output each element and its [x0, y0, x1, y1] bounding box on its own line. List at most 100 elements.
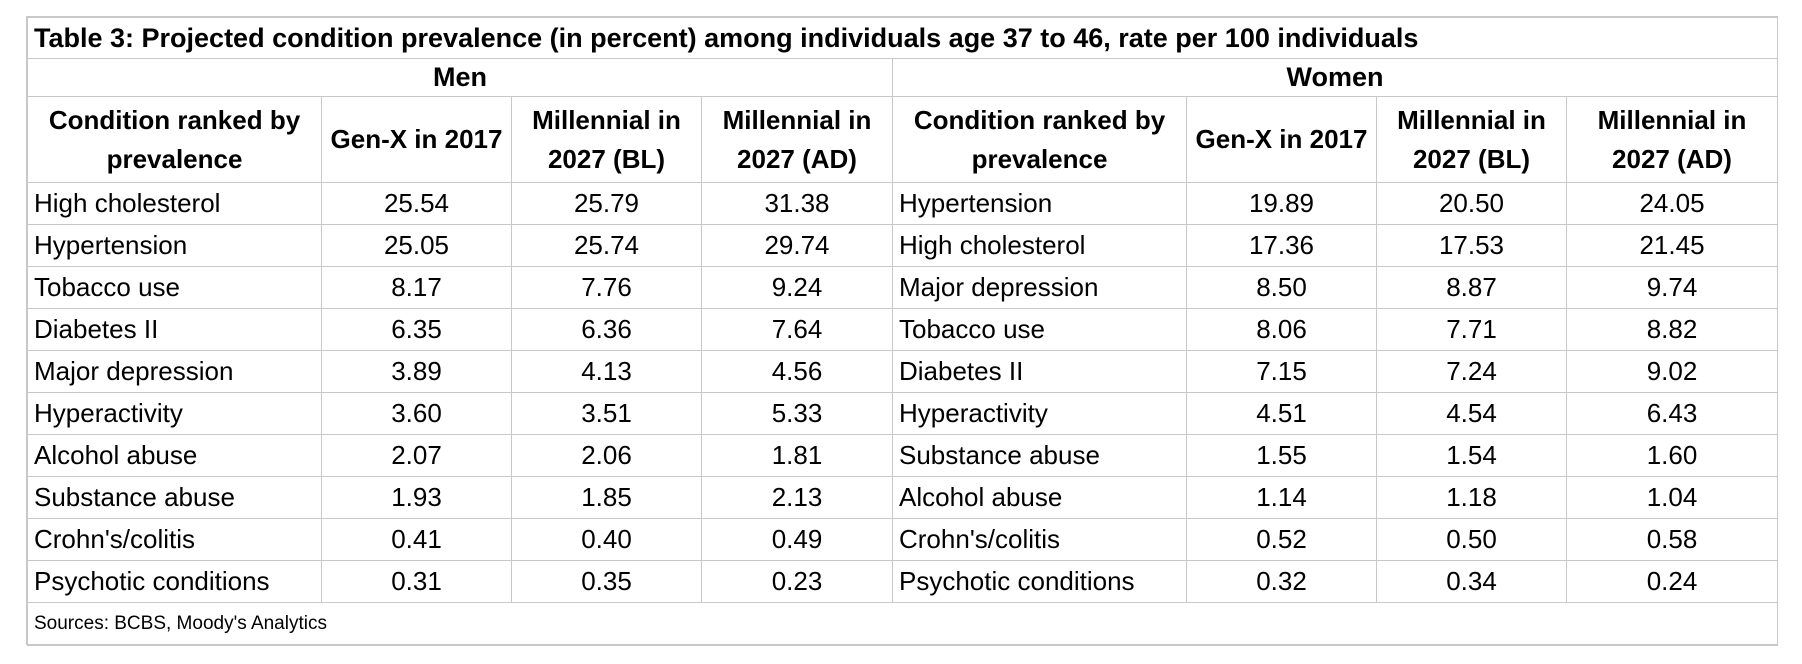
table-row: Hyperactivity 3.60 3.51 5.33 Hyperactivity 4.…: [27, 392, 1779, 435]
source-row: Sources: BCBS, Moody's Analytics: [26, 602, 1779, 646]
women-cell-millennial-bl: 20.50: [1376, 182, 1567, 225]
women-cell-genx-2017: 0.52: [1186, 518, 1377, 561]
women-cell-millennial-ad: 1.60: [1565, 434, 1779, 477]
men-cell-millennial-bl: 25.79: [511, 182, 702, 225]
women-cell-millennial-ad: 8.82: [1565, 308, 1779, 351]
men-cell-condition: High cholesterol: [27, 182, 322, 225]
women-header-genx-2017: Gen-X in 2017: [1186, 96, 1377, 183]
men-header-condition: Condition ranked by prevalence: [27, 96, 322, 183]
men-cell-condition: Tobacco use: [27, 266, 322, 309]
women-cell-condition: Substance abuse: [892, 434, 1187, 477]
men-cell-millennial-bl: 6.36: [511, 308, 702, 351]
women-cell-condition: Major depression: [892, 266, 1187, 309]
women-header-condition: Condition ranked by prevalence: [892, 96, 1187, 183]
group-men: Men: [27, 58, 893, 97]
women-cell-millennial-ad: 6.43: [1565, 392, 1779, 435]
men-cell-genx-2017: 25.05: [321, 224, 512, 267]
women-cell-millennial-ad: 0.24: [1565, 560, 1779, 603]
table-row: Hypertension 25.05 25.74 29.74 High choleste…: [27, 224, 1779, 267]
women-cell-genx-2017: 8.50: [1186, 266, 1377, 309]
table-row: High cholesterol 25.54 25.79 31.38 Hypertens…: [27, 182, 1779, 225]
men-cell-condition: Psychotic conditions: [27, 560, 322, 603]
women-cell-genx-2017: 1.14: [1186, 476, 1377, 519]
men-cell-millennial-ad: 0.23: [701, 560, 893, 603]
men-cell-condition: Major depression: [27, 350, 322, 393]
table-body: Table 3: Projected condition prevalence …: [26, 17, 1779, 183]
women-cell-millennial-ad: 9.02: [1565, 350, 1779, 393]
men-cell-genx-2017: 3.60: [321, 392, 512, 435]
women-cell-millennial-bl: 7.24: [1376, 350, 1567, 393]
men-cell-genx-2017: 3.89: [321, 350, 512, 393]
data-rows: High cholesterol 25.54 25.79 31.38 Hypertens…: [27, 182, 1779, 603]
women-cell-condition: Diabetes II: [892, 350, 1187, 393]
footer: Sources: BCBS, Moody's Analytics: [26, 602, 1779, 646]
men-cell-millennial-bl: 0.35: [511, 560, 702, 603]
women-cell-condition: Crohn's/colitis: [892, 518, 1187, 561]
women-cell-condition: Hypertension: [892, 182, 1187, 225]
table-row: Psychotic conditions 0.31 0.35 0.23 Psychoti…: [27, 560, 1779, 603]
table-row: Tobacco use 8.17 7.76 9.24 Major depression 8…: [27, 266, 1779, 309]
women-cell-genx-2017: 17.36: [1186, 224, 1377, 267]
women-cell-condition: Tobacco use: [892, 308, 1187, 351]
women-cell-condition: High cholesterol: [892, 224, 1187, 267]
men-cell-millennial-ad: 29.74: [701, 224, 893, 267]
men-cell-genx-2017: 2.07: [321, 434, 512, 477]
men-header-genx-2017: Gen-X in 2017: [321, 96, 512, 183]
prevalence-table-sheet: Table 3: Projected condition prevalence …: [26, 16, 1779, 646]
group-row: Men Women: [27, 58, 1779, 97]
women-cell-millennial-bl: 7.71: [1376, 308, 1567, 351]
men-cell-millennial-ad: 7.64: [701, 308, 893, 351]
men-cell-millennial-bl: 1.85: [511, 476, 702, 519]
women-cell-millennial-bl: 0.50: [1376, 518, 1567, 561]
men-cell-millennial-ad: 5.33: [701, 392, 893, 435]
men-cell-millennial-ad: 0.49: [701, 518, 893, 561]
women-cell-condition: Hyperactivity: [892, 392, 1187, 435]
men-cell-millennial-ad: 4.56: [701, 350, 893, 393]
table-row: Alcohol abuse 2.07 2.06 1.81 Substance abuse…: [27, 434, 1779, 477]
men-cell-millennial-ad: 31.38: [701, 182, 893, 225]
women-cell-genx-2017: 19.89: [1186, 182, 1377, 225]
title-row: Table 3: Projected condition prevalence …: [26, 17, 1779, 59]
women-header-millennial-bl: Millennial in 2027 (BL): [1376, 96, 1567, 183]
men-cell-genx-2017: 0.41: [321, 518, 512, 561]
men-cell-millennial-bl: 4.13: [511, 350, 702, 393]
men-cell-millennial-bl: 3.51: [511, 392, 702, 435]
women-cell-millennial-bl: 4.54: [1376, 392, 1567, 435]
table-title: Table 3: Projected condition prevalence …: [26, 17, 1779, 59]
men-cell-genx-2017: 25.54: [321, 182, 512, 225]
men-cell-condition: Substance abuse: [27, 476, 322, 519]
men-cell-condition: Hyperactivity: [27, 392, 322, 435]
column-header-row: Condition ranked by prevalence Gen-X in …: [27, 96, 1779, 183]
table-row: Diabetes II 6.35 6.36 7.64 Tobacco use 8.06 7.…: [27, 308, 1779, 351]
men-header-millennial-bl: Millennial in 2027 (BL): [511, 96, 702, 183]
women-cell-millennial-ad: 9.74: [1565, 266, 1779, 309]
men-cell-genx-2017: 6.35: [321, 308, 512, 351]
men-cell-genx-2017: 0.31: [321, 560, 512, 603]
women-cell-millennial-bl: 17.53: [1376, 224, 1567, 267]
men-cell-millennial-ad: 9.24: [701, 266, 893, 309]
women-header-millennial-ad: Millennial in 2027 (AD): [1565, 96, 1779, 183]
men-cell-condition: Diabetes II: [27, 308, 322, 351]
men-header-millennial-ad: Millennial in 2027 (AD): [701, 96, 893, 183]
men-cell-millennial-ad: 2.13: [701, 476, 893, 519]
women-cell-condition: Psychotic conditions: [892, 560, 1187, 603]
men-cell-genx-2017: 8.17: [321, 266, 512, 309]
men-cell-millennial-bl: 2.06: [511, 434, 702, 477]
men-cell-millennial-ad: 1.81: [701, 434, 893, 477]
men-cell-condition: Alcohol abuse: [27, 434, 322, 477]
women-cell-millennial-ad: 24.05: [1565, 182, 1779, 225]
women-cell-millennial-bl: 0.34: [1376, 560, 1567, 603]
women-cell-millennial-bl: 1.18: [1376, 476, 1567, 519]
women-cell-millennial-ad: 21.45: [1565, 224, 1779, 267]
women-cell-millennial-bl: 1.54: [1376, 434, 1567, 477]
women-cell-genx-2017: 1.55: [1186, 434, 1377, 477]
women-cell-condition: Alcohol abuse: [892, 476, 1187, 519]
prevalence-table: Table 3: Projected condition prevalence …: [26, 17, 1779, 646]
women-cell-genx-2017: 7.15: [1186, 350, 1377, 393]
table-row: Substance abuse 1.93 1.85 2.13 Alcohol abuse…: [27, 476, 1779, 519]
women-cell-millennial-bl: 8.87: [1376, 266, 1567, 309]
men-cell-condition: Hypertension: [27, 224, 322, 267]
source-note: Sources: BCBS, Moody's Analytics: [26, 602, 1779, 646]
men-cell-condition: Crohn's/colitis: [27, 518, 322, 561]
table-row: Major depression 3.89 4.13 4.56 Diabetes II 7…: [27, 350, 1779, 393]
